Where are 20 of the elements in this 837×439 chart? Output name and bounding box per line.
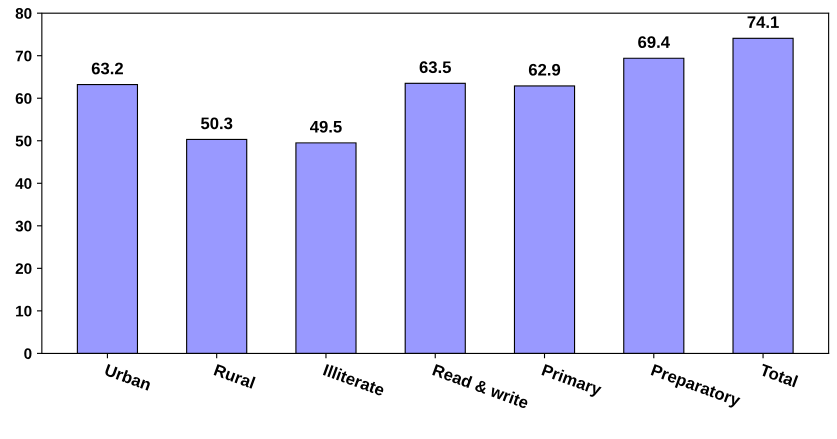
data-label: 49.5 (310, 120, 342, 133)
y-tick-label: 50 (16, 136, 32, 146)
y-tick-label: 80 (16, 8, 32, 19)
x-tick-label: Read & write (432, 364, 530, 409)
data-label: 50.3 (200, 117, 232, 130)
y-tick-label: 10 (16, 306, 32, 317)
x-tick-label: Urban (104, 363, 152, 391)
y-tick-label: 40 (15, 178, 32, 189)
data-label: 69.4 (638, 36, 670, 48)
y-tick-label: 0 (24, 348, 32, 360)
y-tick-label: 30 (15, 220, 32, 232)
x-tick-label: Total (759, 363, 798, 388)
y-tick-label: 20 (16, 263, 32, 274)
data-label: 62.9 (528, 64, 560, 76)
y-tick-label: 60 (16, 93, 32, 104)
y-tick-label: 70 (16, 50, 32, 62)
data-label: 74.1 (748, 16, 779, 28)
x-tick-label: Rural (214, 364, 256, 389)
data-label: 63.5 (420, 61, 451, 74)
data-label: 63.2 (92, 62, 123, 74)
